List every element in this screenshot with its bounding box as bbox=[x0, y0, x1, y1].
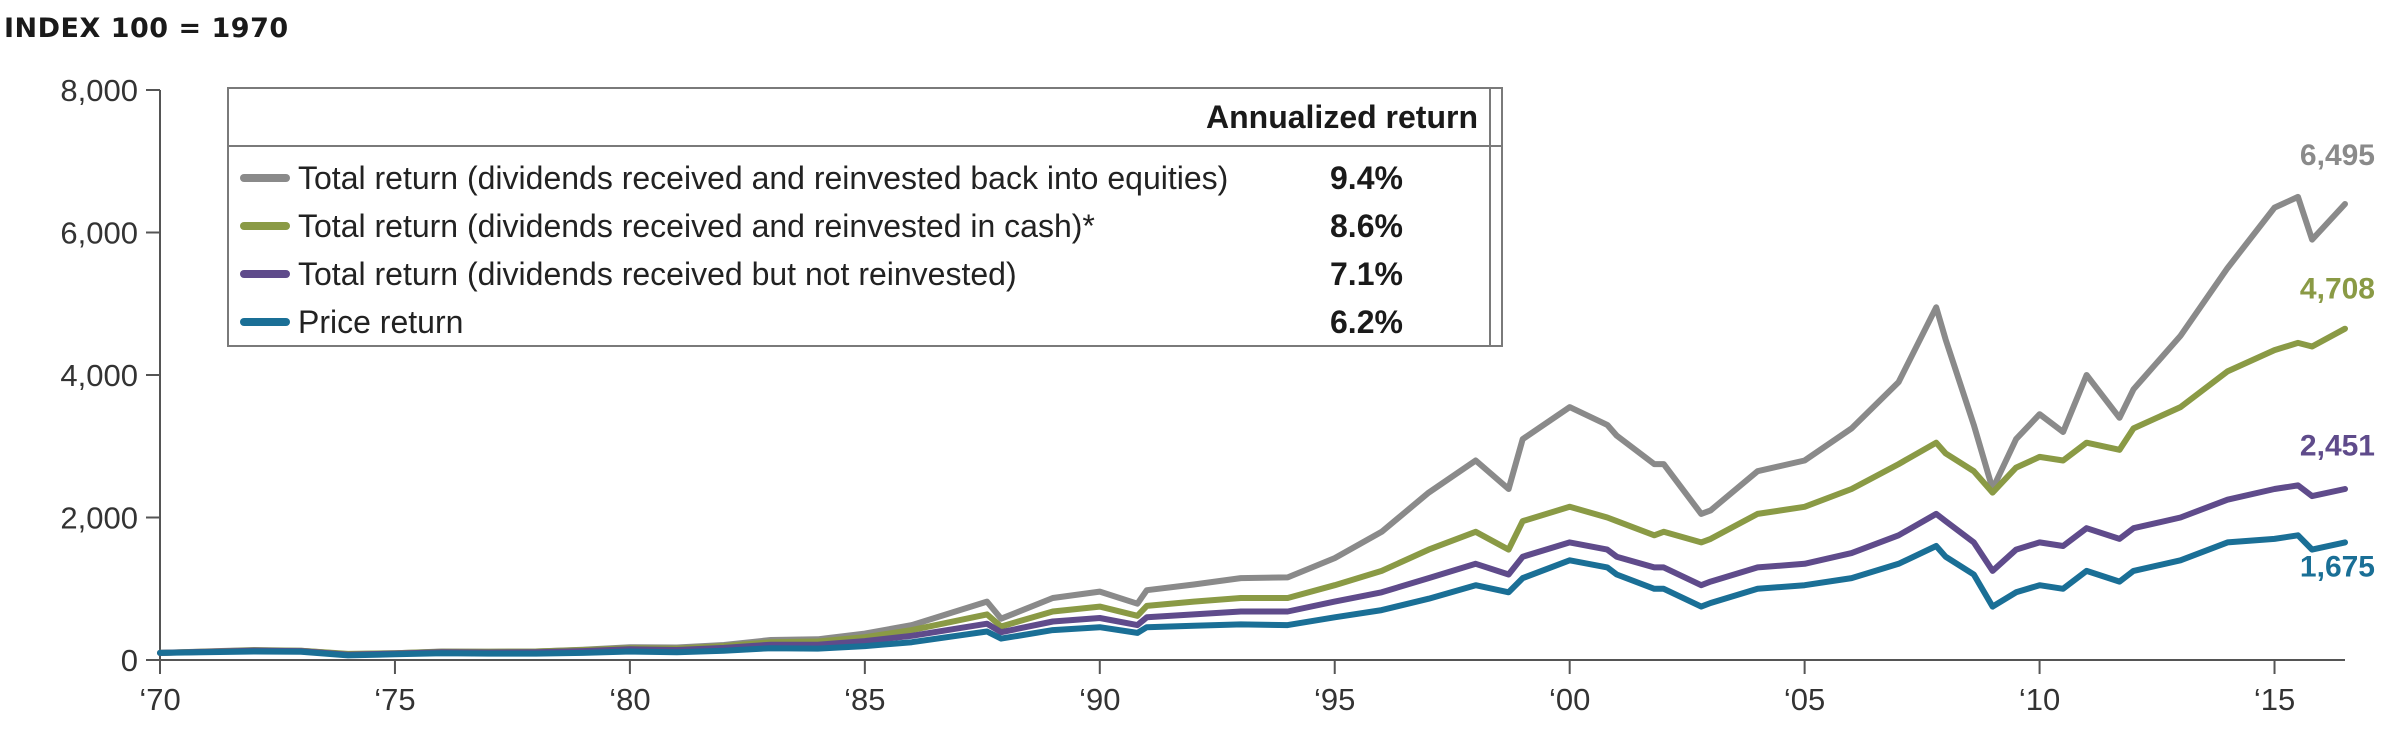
x-tick-label: ‘85 bbox=[844, 682, 885, 717]
legend-label: Total return (dividends received and rei… bbox=[298, 208, 1095, 244]
end-labels: 6,495 4,708 2,451 1,675 bbox=[2300, 139, 2375, 584]
y-tick-label: 0 bbox=[121, 643, 138, 678]
x-tick-label: ‘10 bbox=[2019, 682, 2060, 717]
legend-rows: Total return (dividends received and rei… bbox=[240, 160, 1403, 340]
x-tick-label: ‘95 bbox=[1314, 682, 1355, 717]
x-tick-label: ‘80 bbox=[609, 682, 650, 717]
legend-box bbox=[227, 87, 1503, 347]
end-label-1: 6,495 bbox=[2300, 139, 2375, 172]
legend-label: Total return (dividends received but not… bbox=[298, 256, 1017, 292]
y-tick-label: 2,000 bbox=[60, 501, 138, 536]
x-tick-label: ‘15 bbox=[2254, 682, 2295, 717]
x-tick-label: ‘00 bbox=[1549, 682, 1590, 717]
end-label-4: 1,675 bbox=[2300, 550, 2375, 583]
y-tick-label: 6,000 bbox=[60, 216, 138, 251]
y-axis: 0 2,000 4,000 6,000 8,000 bbox=[60, 73, 161, 678]
legend-value: 7.1% bbox=[1330, 256, 1403, 292]
x-tick-label: ‘70 bbox=[139, 682, 180, 717]
series-line-2 bbox=[157, 325, 2348, 657]
legend-header: Annualized return bbox=[1206, 99, 1478, 135]
y-tick-label: 8,000 bbox=[60, 73, 138, 108]
end-label-3: 2,451 bbox=[2300, 429, 2375, 462]
legend-value: 6.2% bbox=[1330, 304, 1403, 340]
legend: Annualized return Total return (dividend… bbox=[227, 87, 1503, 347]
x-tick-label: ‘90 bbox=[1079, 682, 1120, 717]
series-layer bbox=[157, 193, 2348, 659]
x-tick-label: ‘75 bbox=[374, 682, 415, 717]
legend-label: Price return bbox=[298, 304, 463, 340]
legend-label: Total return (dividends received and rei… bbox=[298, 160, 1228, 196]
y-tick-label: 4,000 bbox=[60, 358, 138, 393]
end-label-2: 4,708 bbox=[2300, 273, 2375, 306]
x-axis: ‘70 ‘75 ‘80 ‘85 ‘90 ‘95 ‘00 ‘05 ‘10 ‘15 bbox=[139, 659, 2345, 717]
series-line-4 bbox=[157, 532, 2348, 659]
chart-subtitle: INDEX 100 = 1970 bbox=[4, 13, 289, 44]
legend-value: 9.4% bbox=[1330, 160, 1403, 196]
legend-value: 8.6% bbox=[1330, 208, 1403, 244]
series-line-3 bbox=[157, 482, 2348, 658]
x-tick-label: ‘05 bbox=[1784, 682, 1825, 717]
